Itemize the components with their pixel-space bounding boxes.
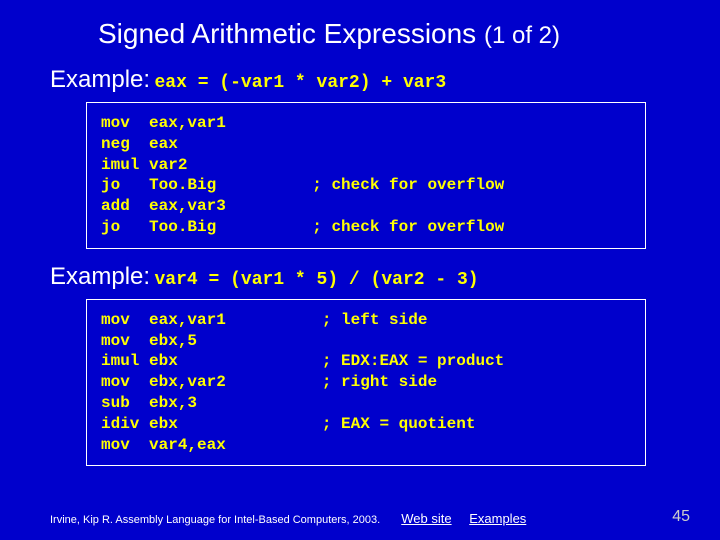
title-main: Signed Arithmetic Expressions bbox=[98, 18, 476, 49]
example1-expr: eax = (-var1 * var2) + var3 bbox=[155, 73, 447, 93]
slide-title: Signed Arithmetic Expressions (1 of 2) bbox=[98, 18, 670, 50]
example1-row: Example: eax = (-var1 * var2) + var3 bbox=[50, 66, 670, 94]
page-number: 45 bbox=[672, 508, 690, 526]
title-sub: (1 of 2) bbox=[484, 22, 560, 49]
example2-codebox: mov eax,var1 ; left side mov ebx,5 imul … bbox=[86, 299, 646, 467]
example1-label: Example: bbox=[50, 66, 150, 93]
example2-row: Example: var4 = (var1 * 5) / (var2 - 3) bbox=[50, 263, 670, 291]
footer-links: Web site Examples bbox=[401, 511, 540, 526]
link-website[interactable]: Web site bbox=[401, 511, 451, 526]
slide-container: Signed Arithmetic Expressions (1 of 2) E… bbox=[0, 0, 720, 540]
footer: Irvine, Kip R. Assembly Language for Int… bbox=[50, 511, 690, 526]
example1-codebox: mov eax,var1 neg eax imul var2 jo Too.Bi… bbox=[86, 102, 646, 249]
footer-citation: Irvine, Kip R. Assembly Language for Int… bbox=[50, 514, 380, 526]
link-examples[interactable]: Examples bbox=[469, 511, 526, 526]
example1-code: mov eax,var1 neg eax imul var2 jo Too.Bi… bbox=[101, 113, 631, 238]
example2-label: Example: bbox=[50, 263, 150, 290]
example2-expr: var4 = (var1 * 5) / (var2 - 3) bbox=[155, 270, 479, 290]
example2-code: mov eax,var1 ; left side mov ebx,5 imul … bbox=[101, 310, 631, 456]
